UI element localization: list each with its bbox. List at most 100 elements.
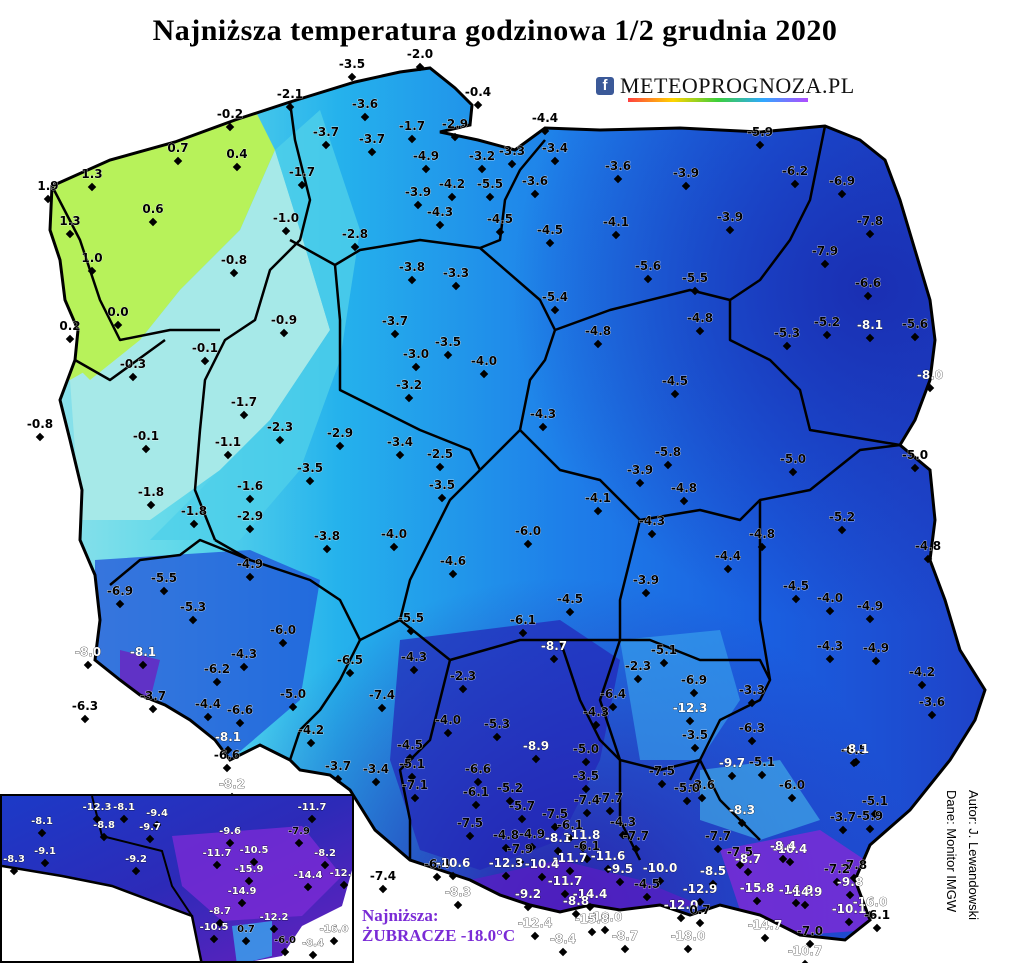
station-marker[interactable]: -3.6 — [605, 159, 631, 184]
station-marker[interactable]: -3.5 — [339, 57, 365, 82]
station-marker[interactable]: -3.0 — [403, 347, 429, 372]
station-marker[interactable]: -0.4 — [465, 85, 491, 110]
station-marker[interactable]: -3.5 — [682, 728, 708, 753]
station-marker[interactable]: -8.1 — [843, 742, 869, 767]
station-marker[interactable]: -12.3 — [672, 701, 708, 726]
station-marker[interactable]: -12.2 — [259, 912, 289, 934]
station-marker[interactable]: -5.0 — [902, 448, 928, 473]
station-marker[interactable]: -7.1 — [402, 778, 428, 803]
station-marker[interactable]: -4.9 — [413, 149, 439, 174]
station-marker[interactable]: -0.8 — [27, 417, 53, 442]
station-marker[interactable]: -4.3 — [583, 705, 609, 730]
station-marker[interactable]: -5.5 — [151, 571, 177, 596]
station-marker[interactable]: -1.6 — [237, 479, 263, 504]
station-marker[interactable]: 0.7 — [689, 903, 711, 928]
station-marker[interactable]: -5.0 — [573, 742, 599, 767]
station-marker[interactable]: -4.3 — [817, 639, 843, 664]
station-marker[interactable]: -5.4 — [542, 290, 568, 315]
station-marker[interactable]: -6.3 — [739, 721, 765, 746]
station-marker[interactable]: -8.5 — [700, 864, 726, 889]
station-marker[interactable]: -12.0 — [663, 898, 699, 923]
station-marker[interactable]: -6.4 — [424, 857, 450, 882]
station-marker[interactable]: -16.0 — [319, 924, 349, 946]
station-marker[interactable]: -6.9 — [107, 584, 133, 609]
station-marker[interactable]: 1.3 — [81, 167, 103, 192]
station-marker[interactable]: -11.6 — [590, 849, 626, 874]
station-marker[interactable]: -12.9 — [682, 882, 718, 907]
station-marker[interactable]: -2.8 — [342, 227, 368, 252]
station-marker[interactable]: -7.8 — [857, 214, 883, 239]
station-marker[interactable]: -8.8 — [563, 894, 589, 919]
station-marker[interactable]: -4.2 — [909, 665, 935, 690]
station-marker[interactable]: -3.3 — [443, 266, 469, 291]
station-marker[interactable]: -5.2 — [829, 510, 855, 535]
station-marker[interactable]: -6.6 — [465, 762, 491, 787]
station-marker[interactable]: -4.5 — [662, 374, 688, 399]
station-marker[interactable]: 0.6 — [142, 202, 164, 227]
station-marker[interactable]: -5.2 — [814, 315, 840, 340]
station-marker[interactable]: -7.7 — [623, 829, 649, 854]
station-marker[interactable]: -0.1 — [133, 429, 159, 454]
station-marker[interactable]: -3.7 — [325, 759, 351, 784]
station-marker[interactable]: -3.4 — [387, 435, 413, 460]
station-marker[interactable]: -4.0 — [435, 713, 461, 738]
station-marker[interactable]: -10.1 — [831, 902, 867, 927]
station-marker[interactable]: -3.5 — [429, 478, 455, 503]
station-marker[interactable]: -10.0 — [642, 861, 678, 886]
station-marker[interactable]: -6.2 — [782, 164, 808, 189]
station-marker[interactable]: -6.9 — [829, 174, 855, 199]
station-marker[interactable]: -1.1 — [215, 435, 241, 460]
station-marker[interactable]: -11.7 — [552, 851, 588, 876]
station-marker[interactable]: -4.6 — [440, 554, 466, 579]
station-marker[interactable]: -5.6 — [635, 259, 661, 284]
station-marker[interactable]: -9.7 — [719, 756, 745, 781]
station-marker[interactable]: -7.9 — [507, 842, 533, 867]
station-marker[interactable]: -6.0 — [274, 935, 296, 957]
station-marker[interactable]: -1.0 — [273, 211, 299, 236]
station-marker[interactable]: -12.3 — [329, 868, 354, 890]
station-marker[interactable]: -3.9 — [627, 463, 653, 488]
station-marker[interactable]: -4.8 — [749, 527, 775, 552]
station-marker[interactable]: -4.2 — [298, 723, 324, 748]
station-marker[interactable]: -9.8 — [837, 875, 863, 900]
station-marker[interactable]: -3.9 — [633, 573, 659, 598]
station-marker[interactable]: -0.9 — [271, 313, 297, 338]
station-marker[interactable]: -12.4 — [517, 916, 553, 941]
station-marker[interactable]: -3.6 — [919, 695, 945, 720]
station-marker[interactable]: -5.3 — [484, 717, 510, 742]
station-marker[interactable]: -6.1 — [574, 839, 600, 864]
station-marker[interactable]: -3.7 — [382, 314, 408, 339]
station-marker[interactable]: -4.5 — [557, 592, 583, 617]
station-marker[interactable]: -6.3 — [72, 699, 98, 724]
station-marker[interactable]: -4.5 — [634, 877, 660, 902]
station-marker[interactable]: -3.9 — [717, 210, 743, 235]
station-marker[interactable]: -11.7 — [547, 874, 583, 899]
station-marker[interactable]: -14.7 — [747, 918, 783, 943]
station-marker[interactable]: -10.6 — [435, 856, 471, 881]
station-marker[interactable]: -7.5 — [649, 764, 675, 789]
brand-logo[interactable]: f METEOPROGNOZA.PL — [596, 70, 855, 102]
facebook-icon[interactable]: f — [596, 77, 614, 95]
station-marker[interactable]: -3.2 — [469, 149, 495, 174]
station-marker[interactable]: -1.7 — [289, 165, 315, 190]
station-marker[interactable]: 1.0 — [81, 251, 103, 276]
station-marker[interactable]: -4.1 — [585, 491, 611, 516]
station-marker[interactable]: -12.3 — [488, 856, 524, 881]
station-marker[interactable]: -6.0 — [779, 778, 805, 803]
station-marker[interactable]: -3.8 — [314, 529, 340, 554]
station-marker[interactable]: -4.8 — [493, 828, 519, 853]
station-marker[interactable]: -2.0 — [407, 47, 433, 72]
station-marker[interactable]: -7.4 — [370, 869, 396, 894]
brand-name[interactable]: METEOPROGNOZA.PL — [620, 73, 855, 98]
station-marker[interactable]: -4.4 — [715, 549, 741, 574]
station-marker[interactable]: -4.0 — [381, 527, 407, 552]
station-marker[interactable]: -16.0 — [852, 895, 888, 920]
station-marker[interactable]: -6.5 — [337, 653, 363, 678]
station-marker[interactable]: -3.7 — [313, 125, 339, 150]
station-marker[interactable]: -7.7 — [597, 791, 623, 816]
station-marker[interactable]: 1.3 — [59, 214, 81, 239]
station-marker[interactable]: -4.0 — [817, 591, 843, 616]
station-marker[interactable]: -6.0 — [270, 623, 296, 648]
station-marker[interactable]: -7.0 — [797, 924, 823, 949]
station-marker[interactable]: -11.8 — [565, 828, 601, 853]
